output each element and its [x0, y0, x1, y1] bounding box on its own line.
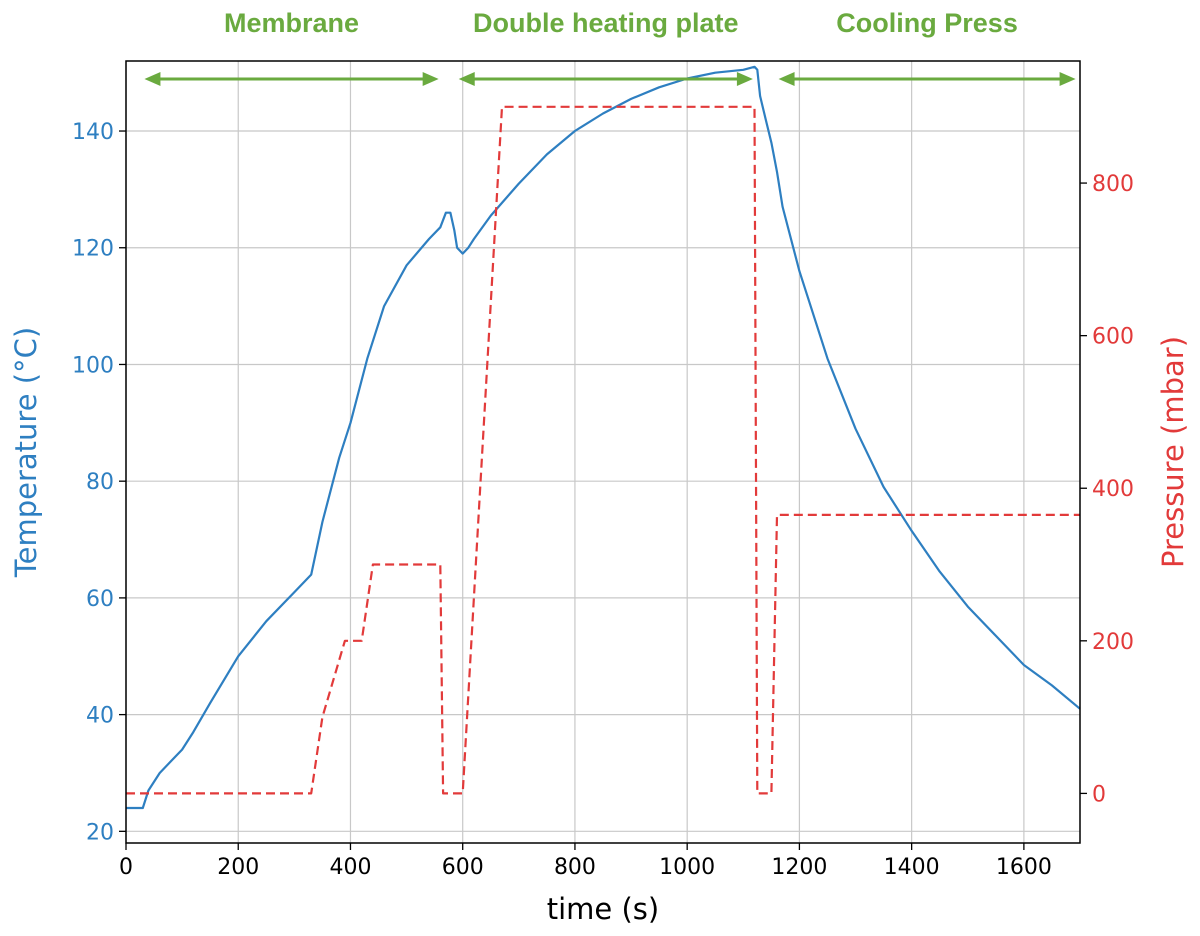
x-tick-label: 600	[442, 855, 484, 880]
phase-arrow-head-right	[736, 72, 753, 86]
y-left-tick-label: 80	[86, 470, 114, 495]
y-left-tick-label: 20	[86, 820, 114, 845]
x-tick-label: 1400	[884, 855, 940, 880]
grid	[125, 61, 1080, 843]
temperature-line	[126, 65, 1081, 810]
y-right-tick-label: 800	[1092, 172, 1134, 197]
y-left-tick-label: 100	[72, 353, 114, 378]
x-tick-label: 0	[119, 855, 133, 880]
phase-annotations: Membrane Double heating plate Cooling Pres…	[144, 8, 1076, 86]
phase-label: Membrane	[224, 8, 359, 38]
y-right-tick-label: 400	[1092, 477, 1134, 502]
y-axis-right-title: Pressure (mbar)	[1156, 336, 1190, 568]
phase-arrow-head-left	[778, 72, 795, 86]
plot-frame	[125, 60, 1081, 844]
phase-arrow-head-left	[144, 72, 161, 86]
y-left-tick-label: 60	[86, 587, 114, 612]
phase-label: Double heating plate	[473, 8, 739, 38]
temperature-series	[126, 65, 1081, 810]
x-tick-label: 1200	[771, 855, 827, 880]
x-axis-title: time (s)	[547, 892, 659, 926]
x-tick-label: 400	[329, 855, 371, 880]
x-tick-label: 1600	[996, 855, 1052, 880]
phase-arrow-head-left	[458, 72, 475, 86]
y-left-tick-label: 140	[72, 120, 114, 145]
pressure-series	[126, 105, 1080, 795]
y-axis-left-title: Temperature (°C)	[9, 327, 43, 578]
x-tick-label: 1000	[659, 855, 715, 880]
pressure-line	[126, 105, 1080, 795]
phase-arrow-head-right	[1059, 72, 1076, 86]
y-left-tick-label: 120	[72, 237, 114, 262]
ticks: 0 200 400 600 800 1000 1200 1400 160020406080100…	[72, 120, 1134, 880]
phase-arrow-head-right	[422, 72, 439, 86]
y-right-tick-label: 600	[1092, 325, 1134, 350]
phase-label: Cooling Press	[836, 8, 1018, 38]
y-right-tick-label: 0	[1092, 782, 1106, 807]
x-tick-label: 800	[554, 855, 596, 880]
x-tick-label: 200	[217, 855, 259, 880]
y-left-tick-label: 40	[86, 704, 114, 729]
y-right-tick-label: 200	[1092, 630, 1134, 655]
